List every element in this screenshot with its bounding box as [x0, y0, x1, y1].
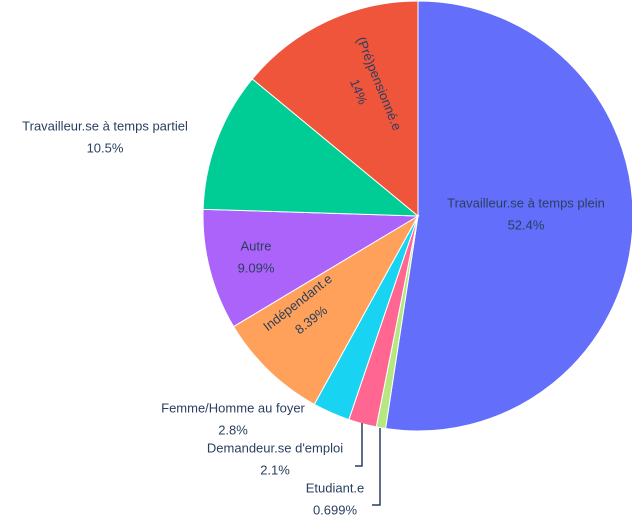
- slice-value: 10.5%: [87, 140, 124, 155]
- slice-label: Travailleur.se à temps plein 52.4%: [447, 195, 605, 232]
- slice-name: Etudiant.e: [306, 480, 365, 495]
- slice-label: Femme/Homme au foyer 2.8%: [161, 400, 305, 437]
- pie-slice: [232, 214, 420, 406]
- pie-slice: [202, 78, 420, 217]
- slice-value: 2.8%: [218, 422, 248, 437]
- slice-value: 2.1%: [260, 462, 290, 477]
- slice-value: 9.09%: [238, 260, 275, 275]
- slice-name: Travailleur.se à temps partiel: [22, 118, 188, 133]
- slice-name: Femme/Homme au foyer: [161, 400, 305, 415]
- slice-name: Demandeur.se d'emploi: [207, 440, 343, 455]
- slice-label: Autre 9.09%: [238, 238, 275, 275]
- pie-slice: [384, 0, 632, 432]
- slice-label: Demandeur.se d'emploi 2.1%: [207, 440, 343, 477]
- pie-slice: [202, 208, 420, 328]
- slice-label: Travailleur.se à temps partiel 10.5%: [22, 118, 188, 155]
- leader-line: [355, 423, 363, 467]
- slice-value: 52.4%: [508, 217, 545, 232]
- slice-value: 0.699%: [313, 502, 358, 517]
- slice-name: Travailleur.se à temps plein: [447, 195, 605, 210]
- slice-label: Etudiant.e 0.699%: [306, 480, 365, 517]
- leader-line: [372, 428, 381, 506]
- pie-slice: [251, 0, 419, 218]
- slice-name: Autre: [240, 238, 271, 253]
